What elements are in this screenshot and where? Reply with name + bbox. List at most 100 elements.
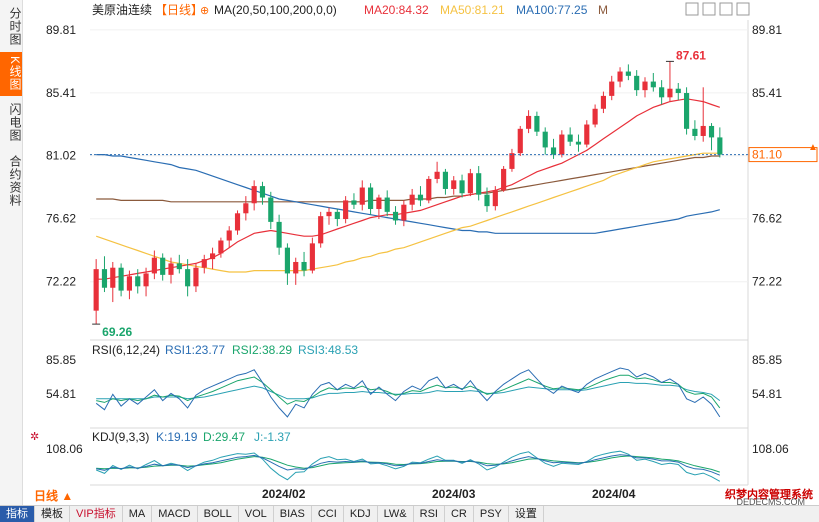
candle-body bbox=[110, 267, 116, 288]
tab-ma[interactable]: MA bbox=[123, 506, 153, 522]
ma100-line bbox=[96, 154, 720, 234]
ma100-label: MA100:77.25 bbox=[516, 3, 588, 17]
candle-body bbox=[193, 267, 199, 287]
candle-body bbox=[467, 173, 473, 194]
candle-body bbox=[675, 88, 681, 94]
y-tick-label: 89.81 bbox=[752, 23, 782, 37]
candle-body bbox=[351, 200, 357, 205]
kdj-k-line bbox=[96, 454, 720, 476]
y-tick-label: 85.41 bbox=[752, 86, 782, 100]
candle-body bbox=[309, 243, 315, 271]
tab-bias[interactable]: BIAS bbox=[274, 506, 312, 522]
tab-kdj[interactable]: KDJ bbox=[344, 506, 378, 522]
tab-lwr[interactable]: LW& bbox=[378, 506, 414, 522]
candle-body bbox=[259, 186, 266, 198]
kdj-settings-icon[interactable]: ✲ bbox=[30, 431, 39, 443]
candle-body bbox=[434, 171, 440, 179]
high-price-label: 87.61 bbox=[676, 48, 706, 62]
candle-body bbox=[160, 257, 166, 275]
rsi1-line bbox=[95, 367, 721, 418]
tab-cr[interactable]: CR bbox=[445, 506, 474, 522]
period-button[interactable]: 日线 ▲ bbox=[24, 488, 90, 504]
y-tick-label: 89.81 bbox=[46, 23, 76, 37]
candle-body bbox=[326, 211, 332, 217]
price-arrow-icon: ▲ bbox=[808, 142, 818, 153]
kdj-j-label: J:-1.37 bbox=[254, 430, 291, 444]
candle-body bbox=[700, 125, 706, 136]
candle-body bbox=[650, 81, 656, 88]
tab-settings[interactable]: 设置 bbox=[509, 506, 544, 522]
candle-body bbox=[717, 137, 723, 155]
candle-body bbox=[101, 269, 108, 288]
kdj-lines bbox=[96, 450, 721, 482]
tab-contract-info[interactable]: 合约资料 bbox=[8, 155, 22, 207]
candle-body bbox=[659, 87, 665, 98]
y-tick-label: 72.22 bbox=[752, 275, 782, 289]
rsi2-label: RSI2:38.29 bbox=[232, 343, 292, 357]
zoom-out-icon[interactable] bbox=[719, 2, 733, 16]
candles bbox=[92, 60, 723, 325]
zoom-in-icon[interactable] bbox=[702, 2, 716, 16]
candle-body bbox=[176, 263, 182, 270]
rsi-tick-label: 85.85 bbox=[752, 353, 782, 367]
tab-psy[interactable]: PSY bbox=[474, 506, 509, 522]
candle-body bbox=[550, 147, 557, 155]
current-price-box bbox=[748, 147, 818, 163]
current-price-label: 81.10 bbox=[752, 148, 782, 162]
tab-vip-indicator[interactable]: VIP指标 bbox=[70, 506, 123, 522]
candle-body bbox=[135, 276, 141, 287]
tab-rsi[interactable]: RSI bbox=[414, 506, 445, 522]
tab-template[interactable]: 模板 bbox=[35, 506, 70, 522]
candle-body bbox=[592, 108, 598, 125]
candle-body bbox=[384, 197, 390, 212]
tab-flash[interactable]: 闪电图 bbox=[8, 102, 22, 142]
candle-body bbox=[501, 168, 507, 191]
candle-body bbox=[708, 125, 715, 138]
tab-vol[interactable]: VOL bbox=[239, 506, 274, 522]
ma-label: MA(20,50,100,200,0,0) bbox=[214, 3, 337, 17]
tab-cci[interactable]: CCI bbox=[312, 506, 344, 522]
candle-body bbox=[284, 247, 290, 274]
candle-body bbox=[143, 273, 149, 287]
candle-body bbox=[625, 71, 631, 76]
candle-body bbox=[517, 128, 523, 154]
candle-body bbox=[426, 178, 432, 201]
candle-body bbox=[243, 203, 249, 214]
kdj-tick-label: 108.06 bbox=[752, 442, 789, 456]
rsi2-line bbox=[96, 374, 721, 409]
ma20-line bbox=[96, 98, 720, 280]
candle-body bbox=[251, 186, 257, 204]
rsi1-label: RSI1:23.77 bbox=[165, 343, 225, 357]
candle-body bbox=[276, 221, 282, 248]
candle-body bbox=[609, 81, 615, 96]
ma200-line bbox=[96, 155, 720, 203]
candle-body bbox=[409, 194, 415, 205]
watermark-url: DEDECMS.COM bbox=[736, 497, 805, 507]
candle-body bbox=[600, 95, 606, 109]
tab-indicator[interactable]: 指标 bbox=[0, 506, 35, 522]
tab-boll[interactable]: BOLL bbox=[198, 506, 239, 522]
date-label: 2024/03 bbox=[432, 487, 476, 501]
candle-body bbox=[218, 240, 224, 254]
candle-body bbox=[93, 269, 99, 311]
candle-body bbox=[634, 75, 640, 91]
candle-body bbox=[293, 261, 299, 274]
candle-body bbox=[584, 124, 590, 145]
fullscreen-icon[interactable] bbox=[736, 2, 750, 16]
tab-timeshare[interactable]: 分时图 bbox=[8, 6, 22, 46]
candle-body bbox=[684, 93, 690, 129]
candle-body bbox=[376, 197, 382, 209]
y-tick-label: 72.22 bbox=[46, 275, 76, 289]
chart-area[interactable]: 美原油连续 【日线】 ⊕ MA(20,50,100,200,0,0) MA20:… bbox=[0, 0, 819, 505]
candle-body bbox=[118, 267, 124, 291]
tab-kline[interactable]: K线图 bbox=[0, 52, 22, 96]
crosshair-icon[interactable] bbox=[685, 2, 699, 16]
y-tick-label: 76.62 bbox=[752, 212, 782, 226]
kdj-d-label: D:29.47 bbox=[203, 430, 245, 444]
candle-body bbox=[268, 197, 274, 222]
candle-body bbox=[201, 259, 207, 268]
settings-icon[interactable]: ⊕ bbox=[200, 5, 209, 17]
ma50-line bbox=[96, 152, 720, 273]
candle-body bbox=[210, 253, 216, 260]
tab-macd[interactable]: MACD bbox=[152, 506, 198, 522]
